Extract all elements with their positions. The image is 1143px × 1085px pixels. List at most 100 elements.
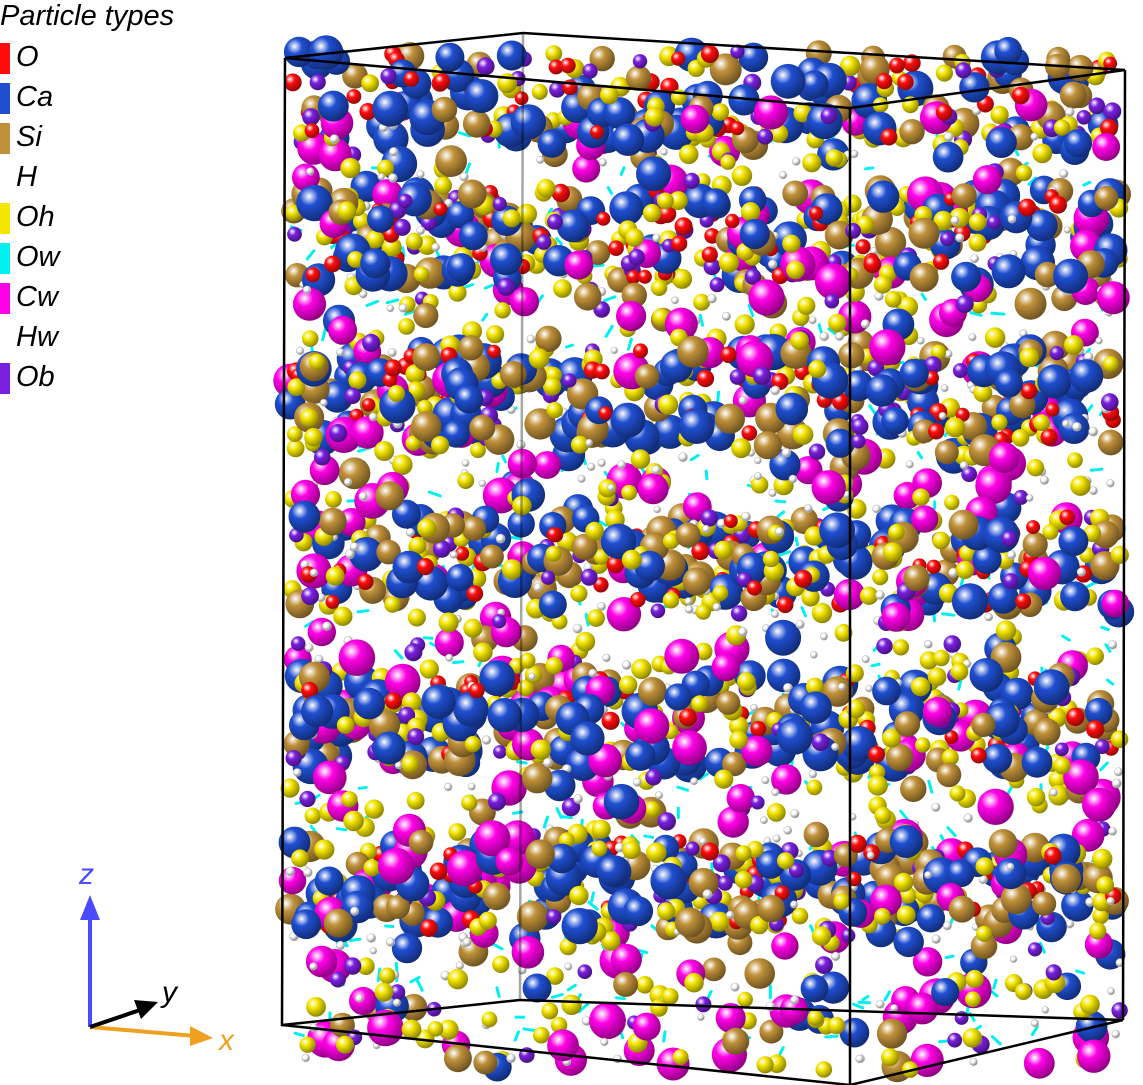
particle-oh — [790, 331, 809, 351]
particle-o — [903, 54, 921, 72]
particle-cw — [292, 287, 327, 321]
particle-si — [458, 335, 484, 361]
particle-h — [810, 650, 818, 659]
particle-h — [303, 867, 313, 878]
particle-h — [783, 682, 793, 693]
particle-cw — [811, 470, 846, 505]
particle-ca — [951, 583, 989, 620]
particle-o — [433, 202, 448, 217]
particle-h — [293, 768, 302, 777]
water-bond — [965, 1006, 970, 1016]
particle-si — [674, 907, 706, 938]
particle-ca — [435, 42, 465, 72]
particle-ob — [393, 218, 411, 236]
particle-oh — [618, 675, 638, 695]
particle-ob — [1076, 110, 1092, 125]
water-bond — [464, 283, 475, 289]
water-bond — [293, 1031, 305, 1038]
particle-oh — [815, 1061, 833, 1078]
legend-title: Particle types — [0, 0, 175, 32]
particle-ca — [1053, 258, 1089, 294]
particle-cw — [988, 442, 1020, 473]
particle-h — [963, 813, 973, 823]
water-bond — [565, 343, 575, 349]
particle-h — [790, 809, 800, 819]
particle-oh — [413, 266, 430, 283]
particle-oh — [932, 531, 950, 550]
particle-oh — [408, 536, 427, 555]
particle-ca — [985, 126, 1017, 158]
particle-ca — [770, 63, 806, 99]
particle-cw — [606, 597, 642, 632]
particle-cw — [912, 947, 943, 977]
particle-oh — [933, 649, 950, 667]
particle-o — [357, 573, 374, 591]
particle-oh — [417, 399, 433, 416]
particle-ob — [986, 215, 1001, 230]
particle-o — [674, 217, 693, 236]
particle-ca — [596, 854, 629, 887]
water-bond — [356, 609, 370, 614]
particle-si — [462, 110, 491, 138]
particle-oh — [591, 840, 608, 857]
particle-h — [1049, 788, 1058, 797]
particle-cw — [906, 992, 939, 1025]
particle-cw — [511, 936, 545, 969]
particle-cw — [509, 287, 540, 317]
particle-cw — [572, 154, 601, 183]
water-bond — [348, 937, 362, 943]
particle-ob — [1027, 942, 1043, 957]
legend-swatch-oh — [0, 203, 10, 234]
particle-cw — [434, 628, 464, 658]
particle-ob — [287, 226, 302, 242]
water-bond — [1075, 969, 1086, 975]
particle-ca — [487, 697, 522, 733]
particle-oh — [1092, 907, 1109, 925]
particle-si — [744, 958, 775, 989]
particle-ca — [392, 550, 426, 584]
particle-oh — [734, 314, 755, 335]
particle-oh — [678, 144, 699, 165]
particle-oh — [407, 608, 426, 627]
particle-oh — [915, 737, 931, 753]
particle-oh — [1053, 757, 1071, 775]
particle-h — [790, 900, 799, 909]
particle-si — [634, 364, 660, 389]
particle-oh — [881, 1048, 899, 1067]
particle-o — [403, 71, 420, 87]
particle-o — [741, 425, 758, 441]
particle-h — [924, 871, 932, 879]
particle-si — [638, 677, 667, 706]
particle-h — [702, 524, 711, 533]
particle-si — [702, 957, 726, 982]
water-bond — [676, 785, 690, 792]
legend-label-ow: Ow — [16, 241, 60, 273]
particle-h — [1030, 1019, 1039, 1028]
particle-ca — [636, 156, 672, 192]
particle-ob — [493, 745, 507, 759]
particle-oh — [304, 807, 321, 824]
particle-h — [319, 398, 328, 407]
particle-ca — [372, 731, 406, 765]
particle-oh — [811, 926, 832, 946]
particle-oh — [340, 157, 361, 179]
water-bond — [427, 490, 442, 498]
water-bond — [774, 499, 787, 504]
particle-ob — [398, 193, 413, 209]
particle-ca — [802, 735, 839, 772]
particle-ca — [1060, 581, 1090, 612]
particle-oh — [713, 540, 733, 560]
particle-oh — [1092, 848, 1113, 869]
particle-h — [1065, 107, 1075, 117]
particle-oh — [299, 1036, 316, 1053]
particle-cw — [1023, 1047, 1055, 1079]
particle-h — [942, 921, 952, 931]
particle-ca — [538, 590, 567, 619]
particle-h — [791, 157, 801, 166]
particle-cw — [482, 477, 519, 514]
particle-o — [701, 246, 718, 263]
particle-cw — [1077, 1039, 1111, 1073]
water-bond — [1089, 467, 1104, 472]
